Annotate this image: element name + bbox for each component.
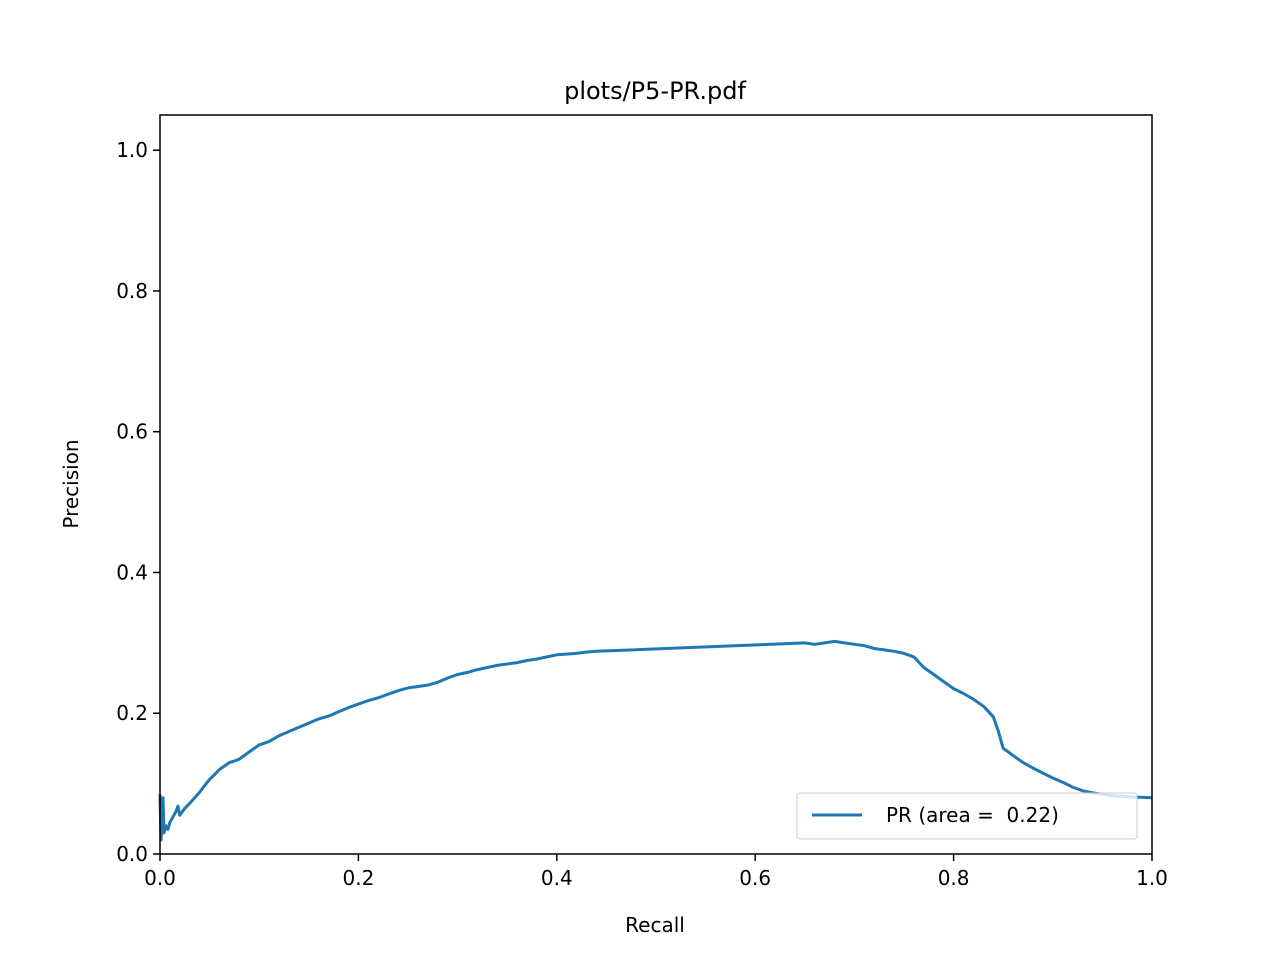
plot-area <box>158 114 1153 855</box>
x-axis-label: Recall <box>625 913 685 937</box>
legend-label: PR (area = 0.22) <box>886 803 1059 827</box>
y-tick-label: 0.0 <box>116 842 148 866</box>
axes-frame <box>159 114 1153 855</box>
y-tick-label: 0.6 <box>116 420 148 444</box>
x-tick-label: 0.8 <box>938 866 970 890</box>
series-line-pr <box>158 639 1153 842</box>
y-tick-label: 1.0 <box>116 138 148 162</box>
x-tick-label: 1.0 <box>1136 866 1168 890</box>
y-axis-label: Precision <box>59 439 83 528</box>
legend-frame <box>796 792 1138 840</box>
legend: PR (area = 0.22) <box>796 792 1138 840</box>
x-tick-label: 0.2 <box>342 866 374 890</box>
x-tick-label: 0.0 <box>144 866 176 890</box>
y-tick-label: 0.4 <box>116 560 148 584</box>
y-tick-label: 0.2 <box>116 701 148 725</box>
y-tick-label: 0.8 <box>116 279 148 303</box>
axis-ticks: 0.0 0.2 0.4 0.6 0.8 1.0 0.0 0.2 0.4 0.6 0.8 1.0 <box>116 138 1168 890</box>
x-tick-label: 0.4 <box>541 866 573 890</box>
chart-title: plots/P5-PR.pdf <box>564 77 746 105</box>
x-tick-label: 0.6 <box>739 866 771 890</box>
